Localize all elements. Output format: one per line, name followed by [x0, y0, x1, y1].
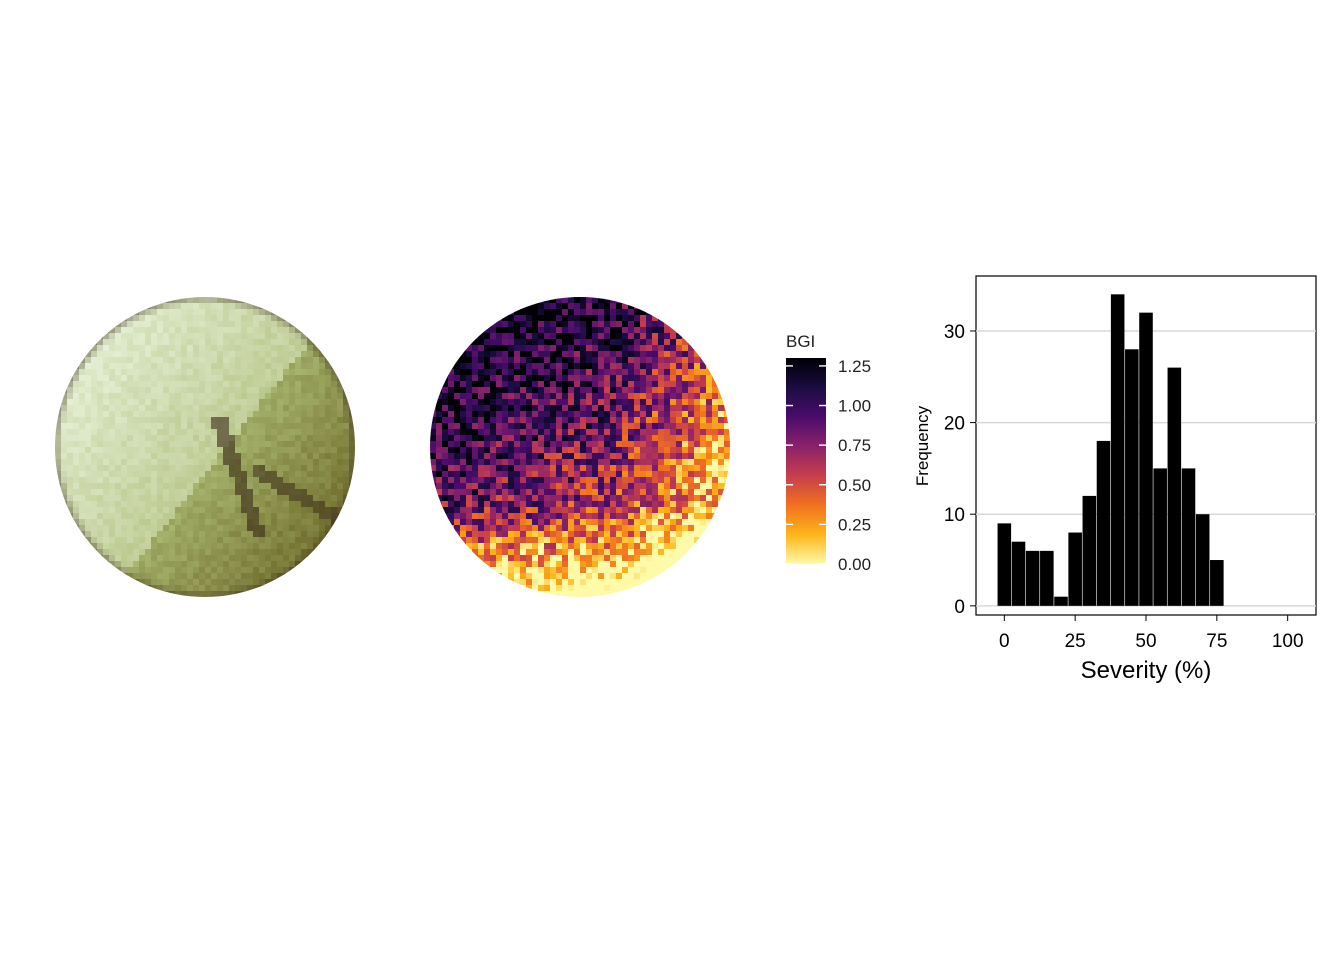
y-tick-label: 10	[944, 505, 965, 526]
legend-ticks: 1.25 1.00 0.75 0.50 0.25 0.00	[786, 357, 871, 574]
histogram-bar	[1054, 596, 1068, 606]
legend-tick-label: 0.75	[838, 436, 871, 455]
x-tick-label: 0	[999, 631, 1010, 652]
histogram-bar	[1110, 294, 1125, 606]
histogram-bar	[1096, 440, 1111, 606]
legend-tick-label: 0.00	[838, 555, 871, 574]
legend-tick-label: 0.50	[838, 476, 871, 495]
bgi-map-image	[430, 297, 730, 597]
y-tick-label: 20	[944, 414, 965, 435]
histogram-bar	[997, 523, 1012, 606]
legend-colorbar	[786, 358, 826, 564]
histogram-bar	[1195, 514, 1210, 606]
bgi-legend: BGI 1.25 1.00 0.75 0.50 0.25 0.00	[786, 332, 871, 574]
histogram-bars	[997, 294, 1224, 606]
x-axis-ticks: 0 25 50 75 100	[999, 615, 1304, 652]
y-axis-label: Frequency	[913, 405, 932, 486]
histogram-bar	[1011, 541, 1026, 606]
legend-tick-label: 0.25	[838, 515, 871, 534]
y-tick-label: 0	[954, 597, 965, 618]
rgb-leaf-image	[55, 297, 355, 597]
y-axis-ticks: 0 10 20 30	[944, 322, 976, 618]
x-tick-label: 75	[1206, 631, 1227, 652]
histogram-bar	[1025, 550, 1040, 606]
histogram-bar	[1153, 468, 1167, 606]
x-tick-label: 50	[1135, 631, 1156, 652]
histogram-bar	[1040, 550, 1054, 606]
x-tick-label: 25	[1065, 631, 1086, 652]
legend-tick-label: 1.00	[838, 397, 871, 416]
histogram-bar	[1139, 312, 1153, 606]
legend-title: BGI	[786, 332, 815, 351]
histogram-bar	[1082, 495, 1097, 606]
histogram-bar	[1181, 468, 1196, 606]
y-tick-label: 30	[944, 322, 965, 343]
legend-tick-label: 1.25	[838, 357, 871, 376]
histogram-bar	[1125, 349, 1139, 606]
bgi-pixel-grid	[430, 297, 730, 597]
histogram-bar	[1068, 532, 1082, 606]
x-tick-label: 100	[1272, 631, 1304, 652]
histogram-bar	[1167, 367, 1182, 606]
rgb-pixel-grid	[55, 297, 355, 597]
x-axis-label: Severity (%)	[1081, 657, 1212, 684]
histogram: 0 10 20 30 0 25 50 75 100 Severity (%) Frequenc…	[913, 275, 1317, 684]
histogram-bar	[1210, 560, 1224, 606]
